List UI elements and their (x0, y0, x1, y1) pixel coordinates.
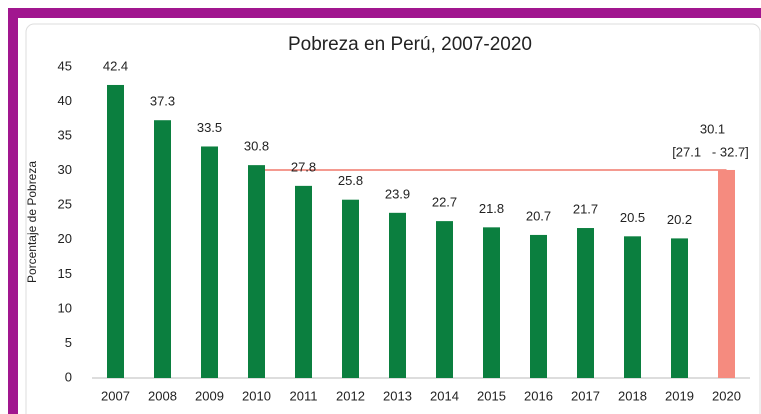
bar (624, 236, 641, 378)
x-tick-label: 2012 (336, 388, 365, 403)
bar (483, 227, 500, 378)
x-tick-label: 2008 (148, 388, 177, 403)
x-tick-label: 2020 (712, 388, 741, 403)
y-tick-label: 40 (58, 93, 72, 108)
x-tick-label: 2010 (242, 388, 271, 403)
x-tick-label: 2018 (618, 388, 647, 403)
bar (342, 199, 359, 378)
bar (436, 221, 453, 378)
y-tick-label: 15 (58, 266, 72, 281)
x-tick-label: 2015 (477, 388, 506, 403)
bar (530, 234, 547, 378)
value-label: 21.8 (479, 201, 504, 216)
bar (718, 169, 735, 378)
value-label: 20.5 (620, 210, 645, 225)
x-tick-label: 2016 (524, 388, 553, 403)
value-label: 23.9 (385, 186, 410, 201)
x-tick-label: 2007 (101, 388, 130, 403)
y-tick-label: 5 (65, 335, 72, 350)
y-tick-label: 0 (65, 369, 72, 384)
value-label: 37.3 (150, 94, 175, 109)
y-tick-label: 35 (58, 128, 72, 143)
bar (201, 146, 218, 378)
value-label: 25.8 (338, 173, 363, 188)
y-tick-label: 10 (58, 300, 72, 315)
value-label: 21.7 (573, 201, 598, 216)
y-tick-label: 20 (58, 231, 72, 246)
x-tick-label: 2013 (383, 388, 412, 403)
value-label: 30.1 (700, 121, 725, 136)
x-tick-label: 2009 (195, 388, 224, 403)
bar (295, 185, 312, 378)
value-label: 30.8 (244, 139, 269, 154)
y-tick-label: 25 (58, 197, 72, 212)
x-tick-label: 2019 (665, 388, 694, 403)
frame-top (8, 8, 761, 18)
value-label: 27.8 (291, 159, 316, 174)
y-tick-label: 30 (58, 162, 72, 177)
x-tick-label: 2014 (430, 388, 459, 403)
frame-left (8, 8, 18, 414)
value-label: 33.5 (197, 120, 222, 135)
x-tick-label: 2017 (571, 388, 600, 403)
bar (248, 165, 265, 378)
bar (389, 212, 406, 378)
value-label: 20.7 (526, 208, 551, 223)
bar (577, 228, 594, 378)
bar (154, 120, 171, 379)
y-tick-label: 45 (58, 58, 72, 73)
bar (107, 84, 124, 379)
value-label: 22.7 (432, 195, 457, 210)
chart-border (25, 23, 761, 414)
x-tick-label: 2011 (290, 388, 318, 403)
annotation: [27.1 - 32.7] (672, 144, 749, 159)
value-label: 20.2 (667, 212, 692, 227)
bar (671, 238, 688, 378)
y-axis-label: Porcentaje de Pobreza (25, 161, 39, 283)
value-label: 42.4 (103, 58, 128, 73)
chart-title: Pobreza en Perú, 2007-2020 (288, 34, 532, 55)
